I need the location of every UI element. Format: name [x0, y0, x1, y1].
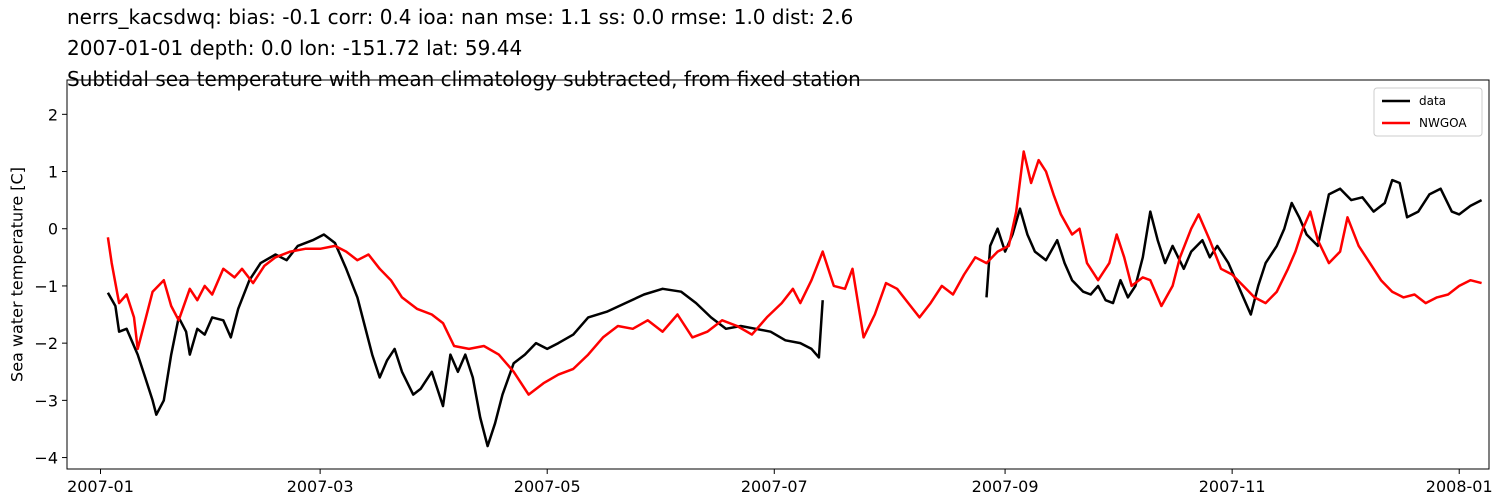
title-line-location: 2007-01-01 depth: 0.0 lon: -151.72 lat: … [67, 36, 523, 60]
title-line-description: Subtidal sea temperature with mean clima… [67, 67, 861, 91]
y-tick-label-4: 0 [48, 220, 58, 239]
chart-title: nerrs_kacsdwq: bias: -0.1 corr: 0.4 ioa:… [67, 2, 861, 95]
plot-frame [66, 79, 1490, 470]
y-tick-label-2: −2 [34, 334, 58, 353]
y-axis: −4 −3 −2 −1 0 1 2 [34, 105, 67, 468]
y-tick-label-1: −3 [34, 391, 58, 410]
legend: data NWGOA [1373, 87, 1483, 137]
x-tick-label-2: 2007-05 [514, 477, 581, 496]
series-layer [106, 150, 1483, 448]
y-tick-label-0: −4 [34, 449, 58, 468]
series-line-nwgoa-segment-0 [106, 150, 1482, 396]
x-tick-label-6: 2008-01 [1426, 477, 1493, 496]
x-tick-label-4: 2007-09 [972, 477, 1039, 496]
x-tick-label-0: 2007-01 [67, 477, 134, 496]
y-axis-label: Sea water temperature [C] [8, 167, 27, 382]
x-tick-label-3: 2007-07 [741, 477, 808, 496]
y-tick-label-5: 1 [48, 163, 58, 182]
series-line-data-segment-1 [985, 178, 1483, 316]
legend-label-data: data [1419, 94, 1446, 108]
x-axis: 2007-01 2007-03 2007-05 2007-07 2007-09 2007-… [67, 469, 1493, 496]
x-tick-label-1: 2007-03 [287, 477, 354, 496]
title-line-stats: nerrs_kacsdwq: bias: -0.1 corr: 0.4 ioa:… [67, 5, 854, 29]
series-line-data-segment-0 [106, 233, 824, 448]
legend-label-nwgoa: NWGOA [1419, 116, 1467, 130]
x-tick-label-5: 2007-11 [1199, 477, 1266, 496]
y-tick-label-3: −1 [34, 277, 58, 296]
y-tick-label-6: 2 [48, 105, 58, 124]
